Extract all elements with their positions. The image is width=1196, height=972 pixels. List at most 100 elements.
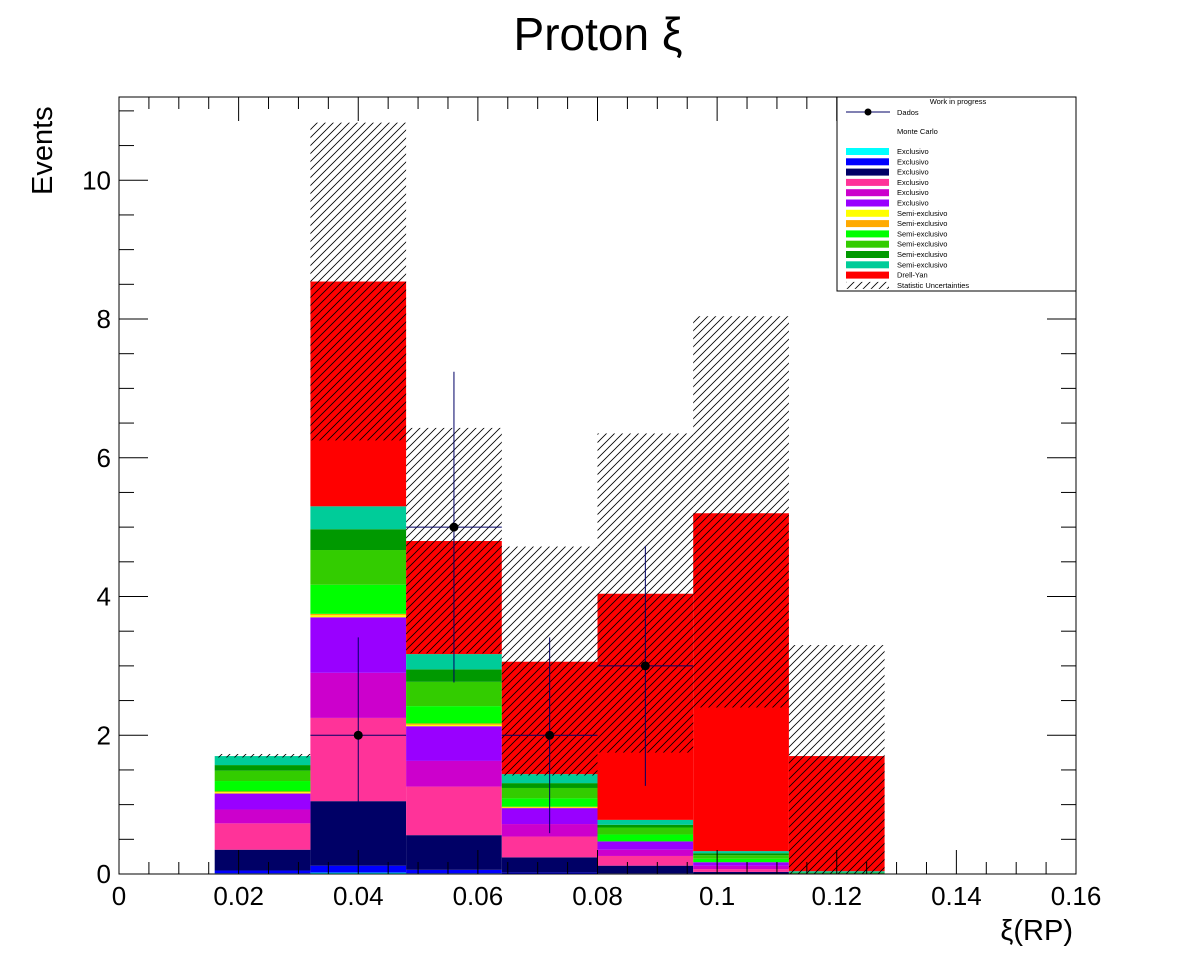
data-point-2 bbox=[545, 730, 555, 740]
bar-segment-s3-b0 bbox=[214, 823, 311, 850]
bar-segment-s9-b2 bbox=[406, 681, 502, 707]
y-tick-label: 2 bbox=[97, 720, 111, 750]
x-tick-label: 0.14 bbox=[931, 881, 982, 911]
bar-segment-s3-b5 bbox=[693, 869, 789, 872]
bar-segment-s2-b5 bbox=[693, 871, 789, 874]
legend-label-6: Semi-exclusivo bbox=[897, 209, 947, 218]
data-point-1 bbox=[449, 522, 459, 532]
legend-uncertainty-label: Statistic Uncertainties bbox=[897, 281, 969, 290]
legend-label-2: Exclusivo bbox=[897, 168, 929, 177]
legend: Work in progress Dados Monte Carlo Exclusiv… bbox=[836, 96, 1077, 292]
bar-segment-s6-b1 bbox=[310, 615, 407, 618]
legend-label-12: Drell-Yan bbox=[897, 271, 928, 280]
bar-segment-s4-b2 bbox=[406, 760, 502, 787]
bar-segment-s7-b1 bbox=[310, 613, 407, 616]
y-tick-label: 4 bbox=[97, 582, 111, 612]
bar-segment-s11-b1 bbox=[310, 506, 407, 530]
legend-header: Work in progress bbox=[930, 97, 987, 106]
legend-label-1: Exclusivo bbox=[897, 157, 929, 166]
bar-segment-s9-b0 bbox=[214, 770, 311, 782]
x-tick-label: 0.08 bbox=[572, 881, 623, 911]
bar-segment-s7-b2 bbox=[406, 723, 502, 725]
bar-segment-s11-b0 bbox=[214, 756, 311, 766]
bar-segment-s4-b4 bbox=[597, 849, 694, 856]
legend-data-marker bbox=[864, 108, 872, 116]
x-tick-label: 0.02 bbox=[213, 881, 264, 911]
legend-swatch-2 bbox=[846, 168, 889, 176]
bar-segment-s11-b4 bbox=[597, 819, 694, 825]
x-axis-title: ξ(RP) bbox=[1000, 915, 1073, 947]
x-tick-label: 0.04 bbox=[333, 881, 384, 911]
legend-data-label: Dados bbox=[897, 108, 919, 117]
legend-swatch-10 bbox=[846, 251, 889, 258]
bar-segment-s9-b1 bbox=[310, 550, 407, 585]
y-tick-label: 6 bbox=[97, 443, 111, 473]
data-point-3 bbox=[640, 661, 650, 671]
legend-swatch-12 bbox=[846, 271, 889, 279]
legend-label-11: Semi-exclusivo bbox=[897, 260, 947, 269]
bar-segment-s1-b2 bbox=[406, 869, 502, 874]
bar-segment-s7-b0 bbox=[214, 791, 311, 793]
bar-segment-s8-b5 bbox=[693, 858, 789, 863]
bar-segment-s2-b3 bbox=[501, 857, 598, 873]
bar-segment-s8-b2 bbox=[406, 706, 502, 724]
bar-segment-s10-b5 bbox=[693, 853, 789, 856]
y-tick-label: 10 bbox=[82, 165, 111, 195]
legend-label-9: Semi-exclusivo bbox=[897, 240, 947, 249]
legend-swatch-6 bbox=[846, 209, 889, 217]
legend-label-8: Semi-exclusivo bbox=[897, 229, 947, 238]
bar-segment-s2-b0 bbox=[214, 849, 311, 871]
legend-label-10: Semi-exclusivo bbox=[897, 250, 947, 259]
legend-swatch-5 bbox=[846, 199, 889, 207]
uncertainty-band-b6 bbox=[788, 645, 885, 874]
data-point-0 bbox=[353, 730, 363, 740]
y-axis-title: Events bbox=[27, 106, 59, 195]
legend-swatch-11 bbox=[846, 261, 889, 269]
chart-title: Proton ξ bbox=[514, 8, 683, 60]
bar-segment-s1-b3 bbox=[501, 872, 598, 874]
y-tick-label: 0 bbox=[97, 859, 111, 889]
legend-swatch-1 bbox=[846, 158, 889, 166]
legend-swatch-4 bbox=[846, 189, 889, 197]
legend-mc-label: Monte Carlo bbox=[897, 127, 938, 136]
legend-label-0: Exclusivo bbox=[897, 147, 929, 156]
bar-segment-s9-b4 bbox=[597, 827, 694, 835]
bar-segment-s5-b0 bbox=[214, 793, 311, 810]
legend-label-5: Exclusivo bbox=[897, 199, 929, 208]
legend-label-4: Exclusivo bbox=[897, 188, 929, 197]
bar-segment-s10-b1 bbox=[310, 529, 407, 551]
bar-segment-s4-b5 bbox=[693, 865, 789, 870]
y-tick-label: 8 bbox=[97, 304, 111, 334]
legend-swatch-7 bbox=[846, 220, 889, 228]
bar-segment-s5-b5 bbox=[693, 862, 789, 866]
x-tick-label: 0.16 bbox=[1051, 881, 1102, 911]
x-tick-label: 0.06 bbox=[453, 881, 504, 911]
legend-label-7: Semi-exclusivo bbox=[897, 219, 947, 228]
bar-segment-s1-b0 bbox=[214, 870, 311, 874]
bar-segment-s2-b2 bbox=[406, 835, 502, 870]
uncertainty-band-b1 bbox=[310, 122, 407, 441]
legend-swatch-3 bbox=[846, 178, 889, 186]
legend-swatch-9 bbox=[846, 240, 889, 248]
bar-segment-s11-b5 bbox=[693, 851, 789, 854]
bar-segment-s5-b4 bbox=[597, 841, 694, 850]
bar-segment-s10-b4 bbox=[597, 824, 694, 828]
bar-segment-s10-b0 bbox=[214, 765, 311, 771]
uncertainty-band-b5 bbox=[693, 316, 789, 708]
bar-segment-s6-b2 bbox=[406, 724, 502, 727]
bar-segment-s3-b2 bbox=[406, 786, 502, 836]
bar-segment-s8-b1 bbox=[310, 584, 407, 614]
bar-segment-s3-b4 bbox=[597, 855, 694, 866]
x-tick-label: 0.12 bbox=[811, 881, 862, 911]
bar-segment-s2-b4 bbox=[597, 865, 694, 874]
x-tick-label: 0.1 bbox=[699, 881, 735, 911]
data-points bbox=[310, 371, 694, 834]
legend-swatch-8 bbox=[846, 230, 889, 238]
bar-segment-s5-b2 bbox=[406, 726, 502, 761]
bar-segment-s8-b4 bbox=[597, 834, 694, 842]
legend-uncertainty-swatch bbox=[846, 281, 889, 289]
axes: 0 0.02 0.04 0.06 0.08 0.1 0.12 0.14 0.16 0 2 4 6 8 10 bbox=[82, 97, 1101, 911]
legend-swatch-0 bbox=[846, 148, 889, 155]
legend-label-3: Exclusivo bbox=[897, 178, 929, 187]
